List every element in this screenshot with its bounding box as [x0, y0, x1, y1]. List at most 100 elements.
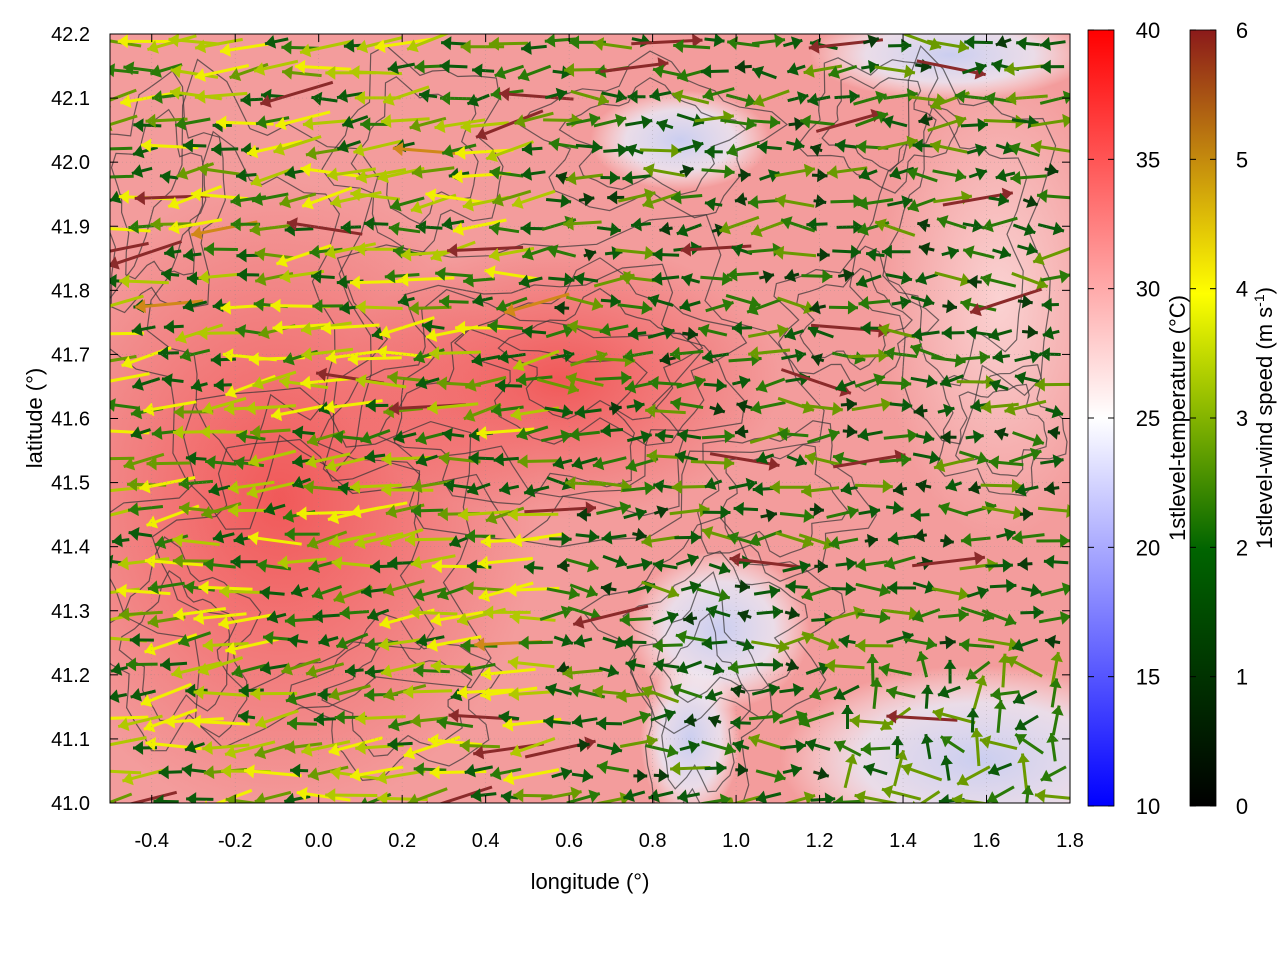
- wind-vector: [832, 244, 861, 259]
- y-tick-label: 41.0: [51, 793, 90, 815]
- wind-vector-head: [565, 372, 578, 386]
- wind-vector: [642, 191, 681, 209]
- wind-vector-head: [653, 64, 665, 79]
- wind-vector: [885, 685, 916, 700]
- wind-vector-shaft: [709, 452, 780, 467]
- wind-vector-head: [737, 762, 748, 777]
- wind-vector-head: [663, 326, 675, 340]
- wind-vector-head: [731, 321, 742, 335]
- wind-vector-head: [300, 43, 312, 58]
- wind-vector-head: [749, 533, 762, 546]
- wind-vector-head: [838, 634, 850, 649]
- wind-vector-head: [521, 166, 532, 181]
- wind-vector-head: [230, 554, 241, 569]
- wind-vector-head: [353, 143, 365, 157]
- wind-vector-head: [1036, 276, 1048, 290]
- wind-vector-head: [325, 458, 337, 473]
- wind-vector-head: [912, 609, 924, 623]
- wind-vector-head: [1029, 350, 1041, 364]
- wind-vector: [968, 167, 988, 181]
- wind-vector: [966, 586, 989, 600]
- wind-vector: [641, 580, 680, 599]
- colorbar-tick-label: 3: [1236, 406, 1248, 431]
- wind-vector: [301, 347, 354, 361]
- wind-vector-head: [300, 375, 311, 390]
- wind-vector: [236, 267, 260, 282]
- wind-vector: [603, 143, 629, 158]
- wind-vector-shaft: [135, 299, 204, 309]
- wind-vector: [540, 786, 582, 801]
- wind-vector-head: [633, 399, 645, 413]
- wind-vector: [877, 135, 919, 151]
- wind-vector: [512, 349, 560, 372]
- wind-vector-head: [245, 401, 256, 416]
- wind-vector-head: [521, 41, 532, 55]
- wind-vector-head: [1006, 655, 1019, 668]
- wind-vector-head: [302, 196, 314, 210]
- wind-vector-head: [591, 297, 603, 311]
- wind-vector: [853, 90, 888, 106]
- wind-vector: [784, 327, 805, 341]
- wind-vector: [809, 502, 824, 517]
- wind-vector-head: [516, 427, 529, 441]
- wind-vector: [702, 87, 735, 102]
- wind-vector-shaft: [729, 557, 805, 569]
- wind-vector-head: [350, 504, 362, 519]
- wind-vector: [251, 192, 289, 206]
- wind-vector-head: [637, 768, 648, 783]
- wind-vector-head: [236, 267, 248, 282]
- wind-vector-head: [617, 143, 629, 158]
- wind-vector-head: [641, 685, 654, 699]
- wind-vector-head: [786, 658, 799, 672]
- x-tick-label: 1.0: [722, 830, 750, 852]
- x-tick-label: 0.0: [305, 830, 333, 852]
- wind-vector-head: [118, 189, 130, 204]
- wind-vector-head: [729, 552, 741, 567]
- y-tick-label: 41.8: [51, 280, 90, 302]
- wind-vector-head: [416, 633, 428, 648]
- wind-vector: [566, 789, 601, 803]
- wind-vector: [111, 533, 130, 548]
- wind-vector-head: [116, 583, 127, 598]
- wind-vector: [623, 507, 647, 521]
- wind-vector-head: [271, 407, 283, 422]
- wind-vector: [967, 274, 982, 289]
- wind-vector-head: [934, 458, 946, 473]
- wind-vector-head: [930, 139, 942, 154]
- wind-vector: [707, 714, 722, 728]
- wind-vector-head: [190, 714, 201, 729]
- wind-vector: [557, 558, 570, 573]
- wind-vector: [622, 788, 646, 802]
- wind-vector: [697, 323, 728, 338]
- wind-vector-head: [747, 302, 759, 316]
- wind-vector-head: [110, 689, 120, 703]
- wind-vector-head: [175, 116, 187, 131]
- wind-vector-head: [439, 294, 450, 309]
- wind-vector: [786, 137, 805, 151]
- wind-vector: [110, 662, 128, 676]
- wind-vector: [199, 425, 248, 439]
- wind-vector: [460, 119, 509, 134]
- wind-vector-head: [452, 169, 463, 184]
- wind-vector-head: [752, 65, 765, 79]
- wind-vector: [190, 714, 250, 729]
- wind-vector: [782, 560, 811, 574]
- wind-vector: [369, 559, 394, 574]
- wind-vector: [676, 223, 702, 237]
- wind-vector-head: [250, 174, 263, 188]
- wind-vector-head: [426, 638, 438, 652]
- wind-vector-head: [1004, 62, 1015, 76]
- wind-vector-head: [185, 683, 196, 698]
- wind-vector-head: [600, 582, 612, 596]
- wind-vector-head: [178, 476, 190, 491]
- wind-vector-head: [666, 611, 679, 624]
- wind-vector: [117, 714, 163, 732]
- wind-vector: [941, 325, 965, 340]
- wind-vector-head: [1009, 142, 1021, 156]
- wind-vector: [1014, 733, 1044, 755]
- wind-vector: [960, 606, 995, 622]
- wind-vector: [197, 326, 245, 341]
- wind-vector-head: [178, 633, 190, 647]
- wind-vector-head: [331, 556, 343, 570]
- wind-vector-head: [701, 526, 714, 540]
